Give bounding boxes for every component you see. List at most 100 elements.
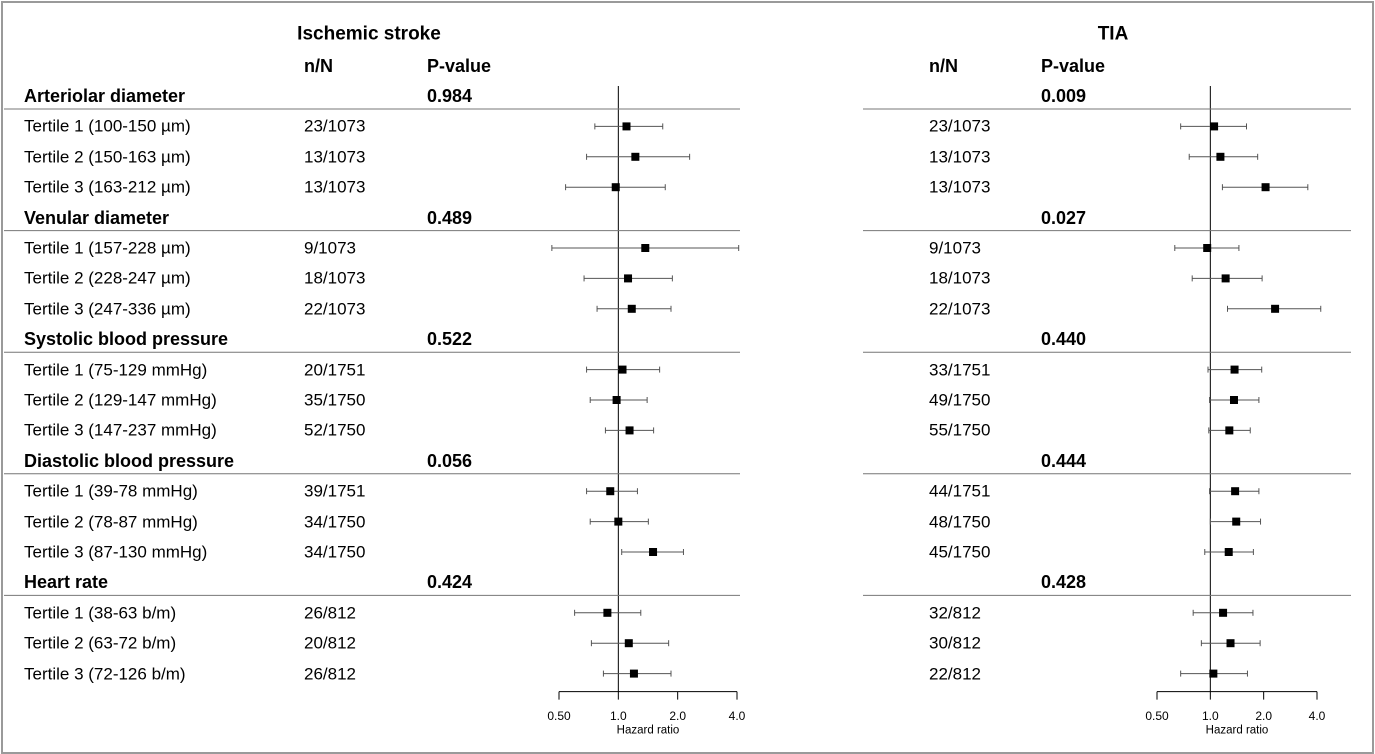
hr-point — [612, 396, 621, 404]
hr-point — [606, 487, 615, 496]
row-n: 23/1073 — [929, 116, 991, 136]
hr-point — [603, 608, 612, 617]
row-n: 18/1073 — [304, 268, 366, 288]
group-p-value: 0.984 — [427, 86, 473, 106]
hr-point — [1271, 304, 1280, 313]
row-n: 13/1073 — [304, 147, 366, 167]
hr-point — [649, 548, 658, 556]
group-p-value: 0.056 — [427, 450, 473, 471]
row-n: 39/1751 — [304, 481, 366, 501]
row-label: Tertile 1 (75-129 mmHg) — [24, 360, 208, 380]
row-n: 13/1073 — [304, 177, 366, 197]
x-tick-label: 1.0 — [609, 708, 627, 723]
hr-point — [622, 122, 631, 131]
row-n: 26/812 — [304, 664, 356, 684]
row-n: 20/1751 — [304, 360, 366, 380]
row-label: Tertile 1 (39-78 mmHg) — [24, 481, 198, 501]
panel-title: TIA — [1097, 23, 1129, 45]
row-n: 13/1073 — [929, 147, 991, 167]
row-label: Tertile 1 (100-150 µm) — [24, 116, 191, 136]
group-label: Heart rate — [24, 572, 109, 593]
hr-point — [611, 183, 620, 192]
row-n: 34/1750 — [304, 542, 366, 562]
hr-point — [1261, 183, 1270, 192]
row-n: 20/812 — [304, 633, 356, 653]
x-axis-title: Hazard ratio — [1205, 723, 1269, 736]
hr-point — [1226, 639, 1235, 648]
group-p-value: 0.489 — [427, 207, 473, 228]
row-n: 32/812 — [929, 603, 981, 623]
x-tick-label: 0.50 — [1145, 708, 1169, 723]
hr-point — [1231, 487, 1240, 496]
group-p-value: 0.027 — [1041, 207, 1087, 228]
x-tick-label: 0.50 — [547, 708, 571, 723]
group-p-value: 0.440 — [1041, 329, 1087, 350]
hr-point — [1225, 426, 1234, 435]
row-n: 33/1751 — [929, 360, 991, 380]
row-n: 30/812 — [929, 633, 981, 653]
row-n: 22/1073 — [929, 299, 991, 319]
row-n: 48/1750 — [929, 512, 991, 532]
row-n: 55/1750 — [929, 420, 991, 440]
x-tick-label: 2.0 — [1255, 708, 1272, 723]
n-column-header: n/N — [304, 56, 333, 76]
group-label: Diastolic blood pressure — [24, 450, 235, 471]
hr-point — [629, 669, 638, 678]
row-n: 49/1750 — [929, 390, 991, 410]
group-p-value: 0.009 — [1041, 86, 1087, 106]
hr-point — [618, 365, 627, 374]
row-label: Tertile 3 (87-130 mmHg) — [24, 542, 208, 562]
row-n: 13/1073 — [929, 177, 991, 197]
hr-point — [1203, 244, 1212, 252]
row-label: Tertile 3 (247-336 µm) — [24, 299, 191, 319]
row-label: Tertile 2 (63-72 b/m) — [24, 633, 177, 653]
row-label: Tertile 1 (38-63 b/m) — [24, 603, 177, 623]
row-label: Tertile 2 (228-247 µm) — [24, 268, 191, 288]
row-n: 22/1073 — [304, 299, 366, 319]
hr-point — [625, 426, 634, 435]
row-label: Tertile 2 (129-147 mmHg) — [24, 390, 217, 410]
x-tick-label: 1.0 — [1201, 708, 1219, 723]
group-p-value: 0.424 — [427, 572, 473, 593]
hr-point — [1224, 548, 1233, 556]
hr-point — [624, 274, 633, 283]
row-label: Tertile 3 (147-237 mmHg) — [24, 420, 217, 440]
x-axis-title: Hazard ratio — [616, 723, 680, 736]
hr-point — [641, 244, 650, 252]
row-n: 18/1073 — [929, 268, 991, 288]
hr-point — [631, 152, 640, 161]
row-n: 35/1750 — [304, 390, 366, 410]
hr-point — [1232, 517, 1241, 526]
row-n: 23/1073 — [304, 116, 366, 136]
p-value-column-header: P-value — [427, 56, 492, 76]
hr-point — [1210, 122, 1219, 131]
hr-point — [624, 639, 633, 648]
hr-point — [1229, 396, 1238, 404]
x-tick-label: 4.0 — [728, 708, 746, 723]
group-label: Systolic blood pressure — [24, 329, 229, 350]
row-n: 26/812 — [304, 603, 356, 623]
row-n: 52/1750 — [304, 420, 366, 440]
row-n: 22/812 — [929, 664, 981, 684]
row-label: Tertile 3 (72-126 b/m) — [24, 664, 186, 684]
row-n: 44/1751 — [929, 481, 991, 501]
hr-point — [1209, 669, 1218, 678]
hr-point — [1221, 274, 1230, 283]
row-n: 9/1073 — [304, 238, 356, 258]
group-p-value: 0.428 — [1041, 572, 1087, 593]
hr-point — [1230, 365, 1239, 374]
x-tick-label: 4.0 — [1308, 708, 1326, 723]
group-p-value: 0.444 — [1041, 450, 1087, 471]
panel-title: Ischemic stroke — [297, 23, 441, 45]
row-n: 45/1750 — [929, 542, 991, 562]
group-p-value: 0.522 — [427, 329, 473, 350]
p-value-column-header: P-value — [1041, 56, 1106, 76]
group-label: Arteriolar diameter — [24, 86, 186, 106]
row-n: 9/1073 — [929, 238, 981, 258]
group-label: Venular diameter — [24, 207, 170, 228]
row-n: 34/1750 — [304, 512, 366, 532]
hr-point — [1216, 152, 1225, 161]
